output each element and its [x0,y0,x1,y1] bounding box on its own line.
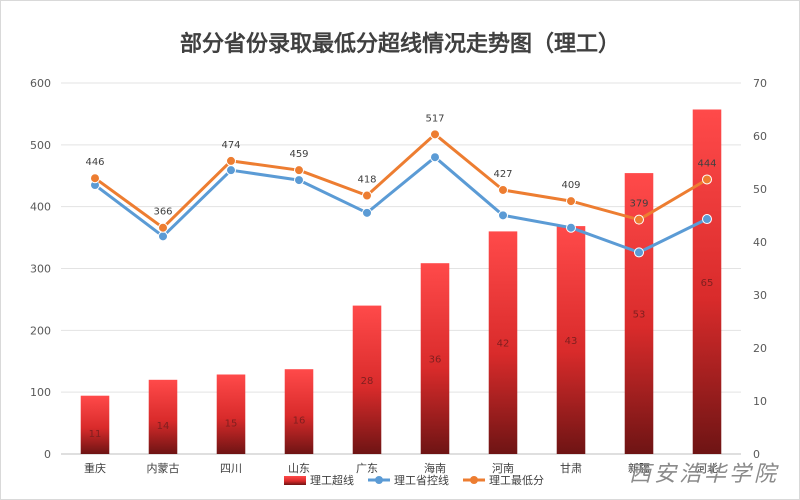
line-point [498,184,508,195]
bar [692,109,722,454]
line-point [362,190,372,201]
legend-marker [375,476,383,484]
left-axis-tick-label: 200 [30,324,51,337]
line-value-label: 379 [629,199,648,210]
category-label: 河南 [492,462,514,475]
line-point [226,165,236,176]
bar-value-label: 28 [361,376,374,387]
category-label: 甘肃 [560,462,582,475]
bar-value-label: 43 [565,336,578,347]
line-value-label: 474 [221,140,240,151]
line-point [498,210,508,221]
line-point [158,222,168,233]
bar-value-label: 15 [225,418,238,429]
category-label: 河北 [696,462,718,475]
line-value-label: 459 [289,149,308,160]
data-labels: 11 14 15 16 28 36 42 43 53 65 446 366 474 459 418 517 42… [85,113,716,440]
right-axis-tick-label: 50 [753,183,767,196]
left-axis-tick-label: 0 [44,448,51,461]
legend-label: 理工超线 [310,473,354,487]
chart-title: 部分省份录取最低分超线情况走势图（理工） [180,31,620,57]
bar [420,263,450,454]
line-value-label: 517 [425,113,444,124]
line-point [566,196,576,207]
line-value-label: 418 [357,175,376,186]
line-value-label: 446 [85,157,104,168]
bar-series [80,109,722,454]
line-point [294,175,304,186]
left-axis-tick-label: 600 [30,77,51,90]
right-axis-tick-label: 40 [753,236,767,249]
min-score-line [94,132,708,230]
legend-label: 理工省控线 [394,473,449,487]
right-axis-tick-label: 60 [753,130,767,143]
line-value-label: 444 [697,158,716,169]
category-label: 内蒙古 [147,461,180,475]
legend-label: 理工最低分 [489,474,544,487]
bar-value-label: 42 [497,339,510,350]
bar-value-label: 65 [701,278,714,289]
bar-value-label: 36 [429,355,442,366]
line-point [430,129,440,140]
left-axis-tick-label: 400 [30,201,51,214]
bar [488,231,518,454]
bar [216,374,246,454]
right-axis-tick-label: 0 [753,448,760,461]
right-axis-tick-label: 30 [753,289,767,302]
left-axis-tick-label: 100 [30,386,51,399]
category-label: 重庆 [84,461,106,475]
bar [80,395,110,454]
category-label: 新疆 [628,461,650,475]
category-label: 四川 [220,462,242,475]
line-point [294,165,304,176]
left-axis-tick-label: 300 [30,263,51,276]
line-point [634,214,644,225]
bar [148,379,178,454]
category-label: 海南 [424,461,446,475]
bar [556,226,586,454]
line-value-label: 427 [493,169,512,180]
legend: 理工超线 理工省控线 理工最低分 [284,473,544,487]
bar-value-label: 53 [633,310,646,321]
bar [352,305,382,454]
x-axis-categories: 重庆 内蒙古 四川 山东 广东 海南 河南 甘肃 新疆 河北 [84,461,718,475]
line-point [226,155,236,166]
line-point [362,207,372,218]
line-series [90,129,712,258]
left-y-axis: 0 100 200 300 400 500 600 [30,77,51,461]
line-point [158,231,168,242]
bar-value-label: 11 [89,429,102,440]
line-value-label: 366 [153,207,172,218]
legend-marker [470,476,478,484]
right-y-axis: 0 10 20 30 40 50 60 70 [753,77,767,461]
bar-value-label: 16 [293,416,306,427]
bar [284,369,314,454]
line-value-label: 409 [561,180,580,191]
category-label: 山东 [288,462,310,475]
line-point [702,214,712,225]
line-point [90,173,100,184]
watermark-text: 西安浩华学院 [629,462,779,487]
left-axis-tick-label: 500 [30,139,51,152]
bar-value-label: 14 [157,421,170,432]
line-point [634,247,644,258]
right-axis-tick-label: 10 [753,395,767,408]
line-point [566,222,576,233]
right-axis-tick-label: 20 [753,342,767,355]
line-point [702,174,712,185]
right-axis-tick-label: 70 [753,77,767,90]
control-line [94,155,708,254]
line-point [430,152,440,163]
category-label: 广东 [356,462,378,475]
legend-bar-swatch [284,476,306,485]
